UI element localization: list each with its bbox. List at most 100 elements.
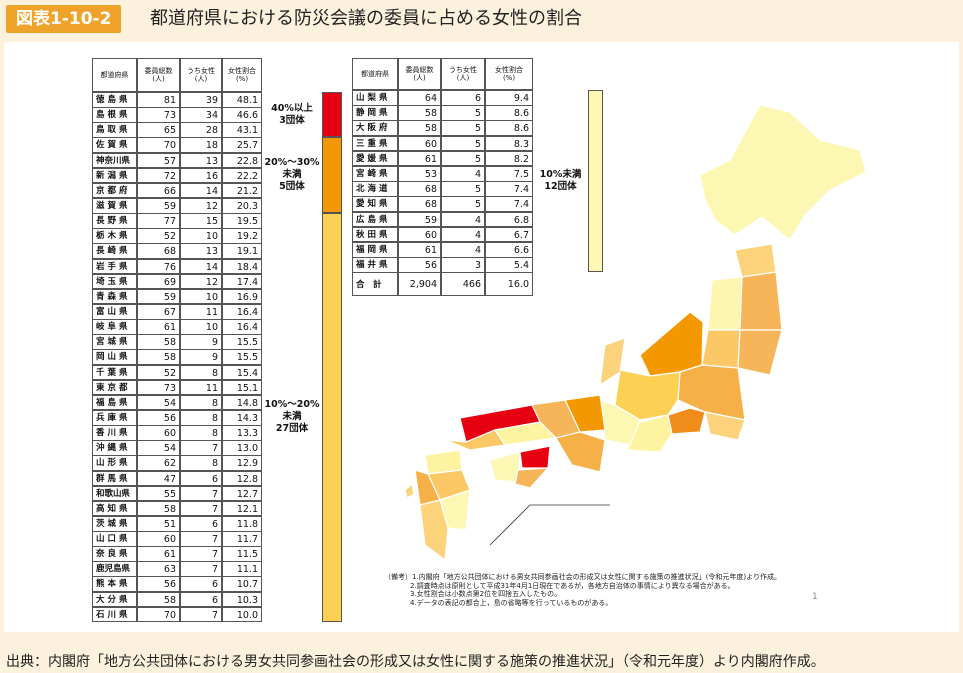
note: 3.女性割合は小数点第2位を四捨五入したもの。 — [410, 590, 562, 598]
cell-value: 7 — [180, 485, 222, 502]
map — [404, 104, 867, 562]
cell-value: 68 — [398, 181, 441, 197]
cell-value: 19.1 — [222, 243, 262, 260]
row-name: 大分県 — [92, 591, 137, 608]
cell-value: 15.4 — [222, 364, 262, 381]
note: （備考）1.内閣府「地方公共団体における男女共同参画社会の形成又は女性に関する施… — [384, 573, 781, 581]
cell-value: 59 — [137, 288, 180, 305]
column-header: 女性割合 (%) — [485, 58, 533, 90]
cell-value: 5 — [441, 105, 485, 121]
cell-value: 48.1 — [222, 92, 262, 108]
cell-value: 4 — [441, 211, 485, 228]
cell-value: 72 — [137, 167, 180, 184]
cell-value: 4 — [441, 242, 485, 258]
column-header: うち女性 (人) — [441, 58, 485, 90]
cell-value: 47 — [137, 470, 180, 487]
cell-value: 13.0 — [222, 440, 262, 456]
cell-value: 8.6 — [485, 120, 533, 137]
cell-value: 63 — [137, 561, 180, 577]
cell-value: 6 — [180, 515, 222, 532]
cell-value: 58 — [137, 591, 180, 608]
row-name: 福岡県 — [352, 242, 398, 258]
cell-value: 58 — [398, 120, 441, 137]
cell-value: 55 — [137, 485, 180, 502]
column-header: うち女性 (人) — [180, 58, 222, 92]
cell-value: 6 — [180, 470, 222, 487]
cell-value: 57 — [137, 152, 180, 169]
cell-value: 7 — [180, 546, 222, 562]
group-label: 10%～20% 未満 27団体 — [264, 399, 320, 435]
cell-value: 8 — [180, 394, 222, 411]
cell-value: 6 — [180, 576, 222, 593]
row-name: 岐阜県 — [92, 319, 137, 335]
map-region — [639, 311, 704, 377]
row-name: 熊本県 — [92, 576, 137, 593]
row-name: 愛媛県 — [352, 150, 398, 167]
column-header: 委員総数 (人) — [137, 58, 180, 92]
note: 2.調査時点は原則として平成31年4月1日現在であるが，各地方自治体の事情により… — [410, 581, 735, 590]
cell-value: 6 — [441, 90, 485, 106]
cell-value: 11 — [180, 379, 222, 396]
group-bar — [322, 92, 342, 138]
cell-value: 5 — [441, 150, 485, 167]
cell-value: 18 — [180, 137, 222, 154]
cell-value: 17.4 — [222, 273, 262, 290]
cell-value: 53 — [398, 166, 441, 182]
note: 4.データの表記の都合上，島の省略等を行っているものがある。 — [410, 598, 613, 607]
cell-value: 76 — [137, 258, 180, 275]
total-value: 466 — [441, 272, 485, 297]
row-name: 福島県 — [92, 394, 137, 411]
cell-value: 10 — [180, 228, 222, 244]
cell-value: 16.4 — [222, 303, 262, 320]
map-region — [489, 451, 521, 483]
group-bar — [322, 213, 342, 622]
cell-value: 12.9 — [222, 455, 262, 471]
cell-value: 58 — [137, 500, 180, 517]
row-name: 山口県 — [92, 531, 137, 547]
cell-value: 46.6 — [222, 107, 262, 123]
row-name: 和歌山県 — [92, 485, 137, 502]
row-name: 広島県 — [352, 211, 398, 228]
cell-value: 10.7 — [222, 576, 262, 593]
row-name: 長野県 — [92, 213, 137, 229]
cell-value: 8 — [180, 455, 222, 471]
map-region — [519, 445, 551, 469]
cell-value: 10 — [180, 319, 222, 335]
cell-value: 56 — [398, 257, 441, 273]
cell-value: 22.2 — [222, 167, 262, 184]
row-name: 岩手県 — [92, 258, 137, 275]
cell-value: 7 — [180, 606, 222, 623]
cell-value: 8 — [180, 425, 222, 441]
row-name: 富山県 — [92, 303, 137, 320]
group-bar — [322, 137, 342, 214]
cell-value: 7.4 — [485, 181, 533, 197]
cell-value: 8 — [180, 364, 222, 381]
row-name: 神奈川県 — [92, 152, 137, 169]
cell-value: 60 — [398, 226, 441, 243]
cell-value: 4 — [441, 226, 485, 243]
row-name: 三重県 — [352, 135, 398, 152]
cell-value: 21.2 — [222, 182, 262, 199]
cell-value: 19.2 — [222, 228, 262, 244]
title: 都道府県における防災会議の委員に占める女性の割合 — [150, 8, 582, 29]
column-header: 委員総数 (人) — [398, 58, 441, 90]
row-name: 東京都 — [92, 379, 137, 396]
row-name: 島根県 — [92, 107, 137, 123]
cell-value: 25.7 — [222, 137, 262, 154]
cell-value: 9 — [180, 349, 222, 365]
cell-value: 73 — [137, 379, 180, 396]
cell-value: 14 — [180, 182, 222, 199]
cell-value: 18.4 — [222, 258, 262, 275]
source: 出典：内閣府「地方公共団体における男女共同参画社会の形成又は女性に関する施策の推… — [6, 654, 825, 670]
row-name: 山形県 — [92, 455, 137, 471]
row-name: 宮崎県 — [352, 166, 398, 182]
cell-value: 39 — [180, 92, 222, 108]
cell-value: 6 — [180, 591, 222, 608]
cell-value: 6.8 — [485, 211, 533, 228]
cell-value: 22.8 — [222, 152, 262, 169]
cell-value: 68 — [398, 196, 441, 213]
map-region — [699, 104, 867, 241]
cell-value: 7.4 — [485, 196, 533, 213]
cell-value: 8.6 — [485, 105, 533, 121]
cell-value: 64 — [398, 90, 441, 106]
